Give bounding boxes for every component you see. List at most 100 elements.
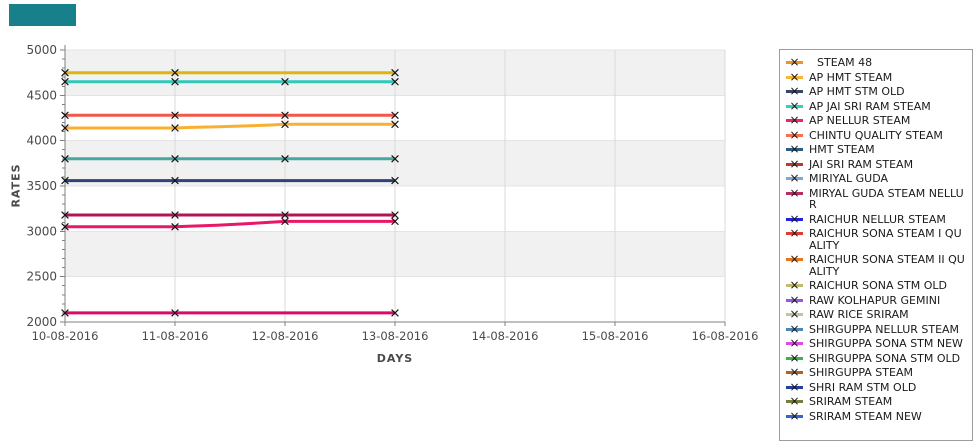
x-marker-icon [171,124,179,132]
legend-item: × STEAM 48 [786,56,968,69]
rates-line-chart: 2000 2500 3000 3500 4000 4500 5000 10-08-2016 11… [26,43,759,343]
legend-item-label: SRIRAM STEAM [809,395,893,408]
legend-item: × SHIRGUPPA NELLUR STEAM [786,323,968,336]
legend-x-marker-icon: × [786,187,803,199]
legend-item-label: AP HMT STM OLD [809,85,905,98]
legend-item-label: RAW KOLHAPUR GEMINI [809,293,941,307]
legend-x-marker-icon: × [786,129,803,141]
legend-x-marker-icon: × [786,158,803,170]
legend-item-label: HMT STEAM [809,143,875,156]
legend-item-label: SRIRAM STEAM NEW [809,409,922,423]
legend-item-label: SHIRGUPPA SONA STM OLD [809,351,961,365]
legend-item-label: SHIRGUPPA NELLUR STEAM [809,322,960,336]
x-tick-label: 14-08-2016 [472,329,539,343]
y-tick-label: 2000 [26,315,57,329]
legend-x-marker-icon: × [786,213,803,225]
legend-item-label: SHIRGUPPA SONA STM NEW [809,337,963,350]
x-marker-icon [391,77,399,86]
legend-item: × SHIRGUPPA SONA STM OLD [786,352,968,365]
legend-item-label: MIRYAL GUDA STEAM NELLUR [809,186,964,211]
x-tick-label: 15-08-2016 [582,329,649,343]
x-marker-icon [61,309,69,317]
x-marker-icon [281,154,289,163]
x-tick-label: 16-08-2016 [692,329,759,343]
x-marker-icon [391,154,399,163]
y-tick-label: 2500 [26,270,57,284]
legend-item: × AP NELLUR STEAM [786,114,968,127]
legend-item: × AP HMT STM OLD [786,85,968,98]
legend-item: × AP JAI SRI RAM STEAM [786,100,968,113]
legend-item-label: RAW RICE SRIRAM [809,308,909,321]
legend-item: × SRIRAM STEAM NEW [786,410,968,423]
legend-item: × RAW RICE SRIRAM [786,308,968,321]
x-marker-icon [61,211,69,219]
x-marker-icon [171,176,179,185]
legend-item: × RAICHUR SONA STEAM I QUALITY [786,227,968,251]
x-marker-icon [281,111,289,120]
legend-item-label: AP NELLUR STEAM [809,114,911,127]
x-marker-icon [391,176,399,185]
teal-badge [9,4,76,26]
x-tick-label: 10-08-2016 [32,329,99,343]
series-line [65,219,395,229]
y-axis-label: RATES [9,163,23,208]
legend-x-marker-icon: × [786,337,803,349]
legend-item: × MIRYAL GUDA STEAM NELLUR [786,187,968,211]
x-marker-icon [171,68,179,77]
legend-item-label: SHIRGUPPA STEAM [809,366,913,379]
x-marker-icon [61,176,69,185]
x-marker-icon [391,211,399,219]
legend-item: × SHIRGUPPA STEAM [786,366,968,379]
legend-item-label: RAICHUR SONA STM OLD [809,279,947,292]
x-tick-label: 13-08-2016 [362,329,429,343]
legend-item-label: MIRIYAL GUDA [809,172,889,185]
x-marker-icon [281,120,289,129]
legend-x-marker-icon: × [786,410,803,422]
x-marker-icon [281,211,289,219]
x-tick-label: 12-08-2016 [252,329,319,343]
x-marker-icon [171,309,179,317]
legend-x-marker-icon: × [786,366,803,378]
legend-item: × RAICHUR SONA STM OLD [786,279,968,292]
x-tick-label: 11-08-2016 [142,329,209,343]
legend-item: × RAW KOLHAPUR GEMINI [786,294,968,307]
legend-x-marker-icon: × [786,114,803,126]
x-marker-icon [171,77,179,86]
y-tick-label: 3500 [26,179,57,193]
legend-item: × SHIRGUPPA SONA STM NEW [786,337,968,350]
legend-x-marker-icon: × [786,323,803,335]
legend-x-marker-icon: × [786,143,803,155]
legend-item: × HMT STEAM [786,143,968,156]
app-window: 2000 2500 3000 3500 4000 4500 5000 10-08-2016 11… [9,4,973,441]
legend-item: × RAICHUR SONA STEAM II QUALITY [786,253,968,277]
x-marker-icon [61,222,69,231]
legend-x-marker-icon: × [786,227,803,239]
x-marker-icon [391,217,399,226]
legend-x-marker-icon: × [786,172,803,184]
x-axis-label: DAYS [376,352,414,365]
legend-x-marker-icon: × [786,395,803,407]
x-marker-icon [61,68,69,77]
legend-item-label: RAICHUR SONA STEAM I QUALITY [809,227,962,252]
legend-item-label: RAICHUR NELLUR STEAM [809,212,946,226]
legend-x-marker-icon: × [786,352,803,364]
x-marker-icon [281,217,289,226]
x-marker-icon [171,154,179,163]
legend-item-label: CHINTU QUALITY STEAM [809,128,943,142]
legend-x-marker-icon: × [786,71,803,83]
x-marker-icon [171,222,179,231]
legend-item: × JAI SRI RAM STEAM [786,158,968,171]
legend-x-marker-icon: × [786,381,803,393]
x-marker-icon [391,309,399,317]
legend-item: × RAICHUR NELLUR STEAM [786,213,968,226]
legend-x-marker-icon: × [786,253,803,265]
x-marker-icon [391,111,399,120]
legend-x-marker-icon: × [786,294,803,306]
x-marker-icon [391,120,399,129]
x-marker-icon [391,68,399,77]
legend-item-label: AP JAI SRI RAM STEAM [809,99,931,113]
legend-x-marker-icon: × [786,85,803,97]
legend-item: × AP HMT STEAM [786,71,968,84]
legend-item-label: AP HMT STEAM [809,70,893,84]
legend-x-marker-icon: × [786,56,803,68]
